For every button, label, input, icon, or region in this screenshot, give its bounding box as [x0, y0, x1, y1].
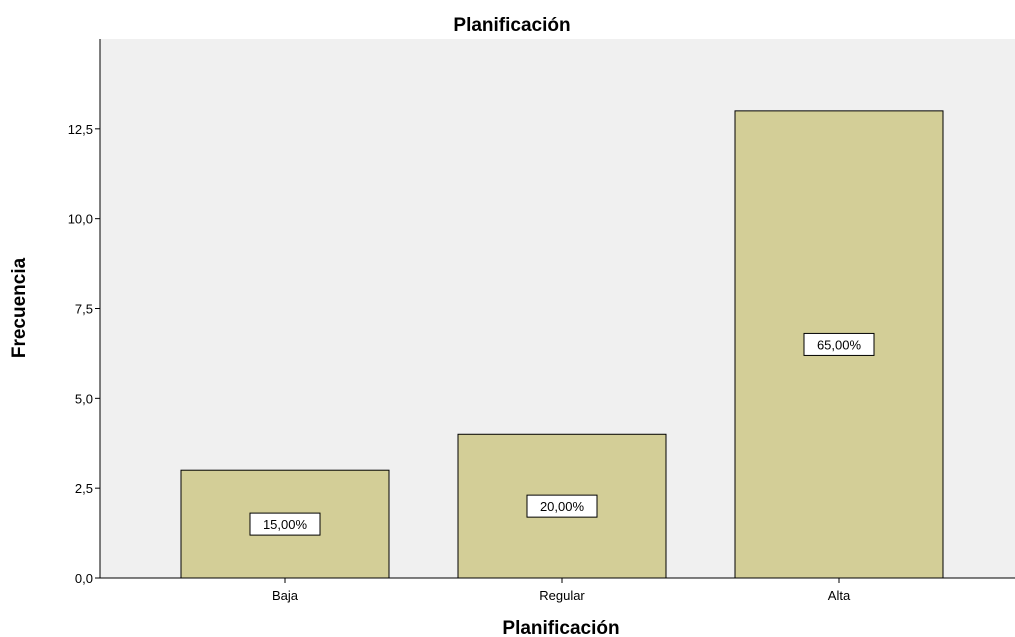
- data-label-box: [803, 332, 875, 356]
- x-axis-title: Planificación: [502, 618, 619, 637]
- y-tick-label: 7,5: [75, 302, 93, 317]
- x-ticks-group: Baja Regular Alta: [272, 578, 851, 603]
- data-label-text: 20,00%: [540, 499, 585, 514]
- data-label-text: 65,00%: [817, 337, 862, 352]
- y-tick-label: 0,0: [75, 571, 93, 586]
- data-label-alta: 65,00%: [803, 332, 875, 356]
- x-tick-label-alta: Alta: [828, 588, 851, 603]
- y-tick-label: 5,0: [75, 391, 93, 406]
- y-tick-label: 10,0: [68, 212, 93, 227]
- data-label-baja: 15,00%: [249, 512, 321, 536]
- y-ticks-group: 0,0 2,5 5,0 7,5 10,0 12,5: [68, 122, 100, 586]
- data-label-regular: 20,00%: [526, 494, 598, 518]
- data-label-text: 15,00%: [263, 517, 308, 532]
- chart-title: Planificación: [453, 15, 570, 36]
- data-labels-group: 15,00% 20,00% 65,00%: [249, 332, 875, 536]
- y-tick-label: 12,5: [68, 122, 93, 137]
- x-tick-label-baja: Baja: [272, 588, 299, 603]
- y-tick-label: 2,5: [75, 481, 93, 496]
- data-label-box: [526, 494, 598, 518]
- data-label-box: [249, 512, 321, 536]
- y-axis-title: Frecuencia: [9, 257, 30, 358]
- x-tick-label-regular: Regular: [539, 588, 585, 603]
